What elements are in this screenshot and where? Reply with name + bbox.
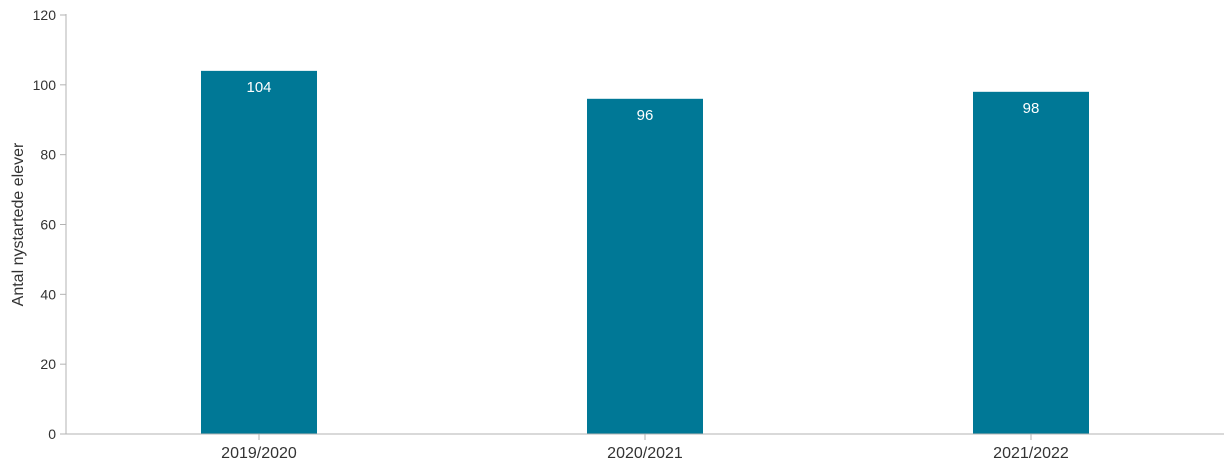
y-tick-label: 120 <box>33 7 57 23</box>
bars: 104 96 98 <box>201 70 1089 435</box>
y-axis-ticks: 0 20 40 60 80 100 120 <box>33 7 66 442</box>
data-label: 98 <box>1023 100 1040 117</box>
y-tick-label: 60 <box>40 217 56 233</box>
data-label: 104 <box>246 79 271 96</box>
x-tick-label: 2019/2020 <box>221 445 297 462</box>
bar-2020-2021[interactable] <box>587 98 703 435</box>
data-label: 96 <box>637 107 654 124</box>
x-tick-label: 2020/2021 <box>607 445 683 462</box>
y-tick-label: 100 <box>33 77 57 93</box>
y-axis-title: Antal nystartede elever <box>10 142 27 306</box>
y-tick-label: 20 <box>40 356 56 372</box>
y-tick-label: 40 <box>40 286 56 302</box>
y-tick-label: 0 <box>48 426 56 442</box>
y-tick-label: 80 <box>40 147 56 163</box>
bar-2021-2022[interactable] <box>973 91 1089 435</box>
x-tick-label: 2021/2022 <box>993 445 1069 462</box>
x-axis-ticks: 2019/2020 2020/2021 2021/2022 <box>221 434 1069 462</box>
bar-2019-2020[interactable] <box>201 70 317 434</box>
